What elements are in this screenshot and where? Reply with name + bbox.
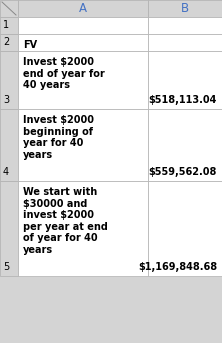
Bar xyxy=(18,0,148,17)
Bar xyxy=(0,181,18,276)
Bar xyxy=(18,17,148,34)
Text: FV: FV xyxy=(23,40,37,50)
Bar xyxy=(148,17,222,34)
Text: A: A xyxy=(79,2,87,15)
Text: $1,169,848.68: $1,169,848.68 xyxy=(138,262,217,272)
Text: 4: 4 xyxy=(3,167,9,177)
Text: B: B xyxy=(181,2,189,15)
Text: $559,562.08: $559,562.08 xyxy=(149,167,217,177)
Text: $518,113.04: $518,113.04 xyxy=(149,95,217,105)
Text: 3: 3 xyxy=(3,95,9,105)
Bar xyxy=(18,109,148,181)
Text: Invest $2000
beginning of
year for 40
years: Invest $2000 beginning of year for 40 ye… xyxy=(23,115,94,160)
Bar xyxy=(0,34,18,51)
Text: 1: 1 xyxy=(3,20,9,30)
Bar xyxy=(0,17,18,34)
Text: Invest $2000
end of year for
40 years: Invest $2000 end of year for 40 years xyxy=(23,57,105,90)
Text: We start with
$30000 and
invest $2000
per year at end
of year for 40
years: We start with $30000 and invest $2000 pe… xyxy=(23,187,108,255)
Bar xyxy=(148,109,222,181)
Bar xyxy=(0,109,18,181)
Bar xyxy=(148,34,222,51)
Bar xyxy=(0,0,18,17)
Bar xyxy=(148,181,222,276)
Bar xyxy=(0,51,18,109)
Text: 2: 2 xyxy=(3,37,9,47)
Text: 5: 5 xyxy=(3,262,9,272)
Bar xyxy=(18,34,148,51)
Bar xyxy=(148,51,222,109)
Bar xyxy=(18,51,148,109)
Bar xyxy=(18,181,148,276)
Bar xyxy=(148,0,222,17)
